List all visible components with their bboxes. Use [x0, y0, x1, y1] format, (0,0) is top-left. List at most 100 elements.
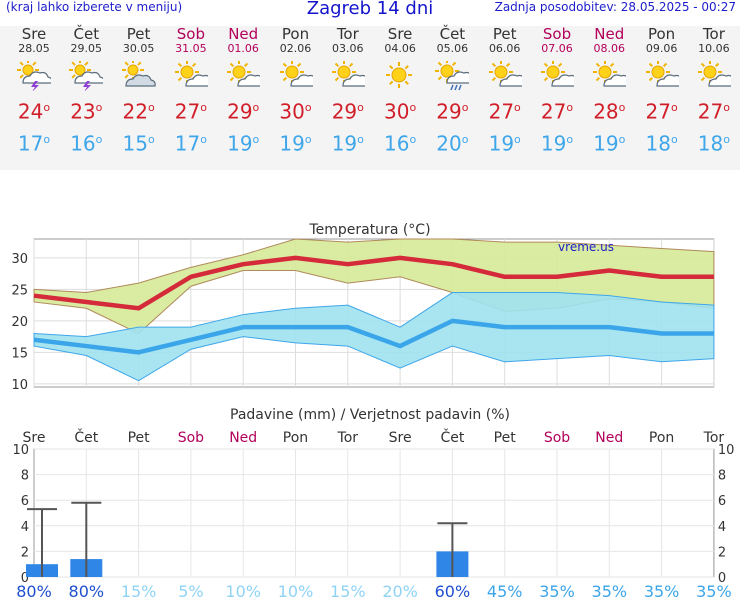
day-date: 05.06: [436, 42, 469, 55]
day-name: Pet: [126, 25, 151, 43]
temp-max-value: 29: [227, 99, 253, 124]
sun-cloud-icon: [174, 61, 208, 87]
daily-forecast-strip: Sre 28.05 24o 17o Čet 29.05 23o 16o Pet 30.05 22o 1…: [0, 26, 740, 170]
temp-min-value: 19: [488, 131, 515, 156]
page-title: Zagreb 14 dni: [306, 0, 434, 19]
temp-max-value: 30: [279, 99, 305, 124]
y-tick-label-right: 6: [718, 494, 726, 509]
x-tick-label: Pet: [494, 430, 517, 446]
temp-min-value: 18: [697, 131, 724, 156]
temp-min: 17o: [17, 131, 51, 156]
day-column: Sob 07.06 27o 19o: [531, 26, 583, 154]
temperature-chart: Temperatura (°C) 10 15 20 25 30 vreme.us: [11, 222, 715, 393]
day-name: Tor: [336, 25, 359, 43]
temp-max: 29o: [436, 99, 469, 124]
y-tick-label: 4: [21, 520, 29, 535]
day-date: 06.06: [488, 42, 521, 55]
sun-icon: [386, 62, 413, 88]
temp-max: 27o: [645, 99, 678, 124]
temp-max-value: 29: [436, 99, 462, 124]
day-date: 31.05: [175, 42, 207, 55]
chart-title: Padavine (mm) / Verjetnost padavin (%): [230, 407, 510, 423]
y-tick-label: 30: [11, 252, 28, 267]
temp-min-value: 19: [331, 131, 358, 156]
sun-cloud-icon: [697, 61, 731, 87]
day-column: Pet 30.05 22o 15o: [113, 26, 165, 154]
chart-watermark: vreme.us: [558, 240, 614, 254]
sun-cloud-icon: [331, 61, 365, 87]
sun-cloud-icon: [227, 61, 261, 87]
temp-max: 22o: [122, 99, 155, 124]
day-name: Ned: [228, 25, 259, 43]
temp-max-value: 27: [488, 99, 515, 124]
y-tick-label: 25: [11, 283, 28, 298]
temp-min-value: 16: [384, 131, 410, 156]
day-date: 30.05: [122, 42, 155, 55]
day-column: Ned 08.06 28o 19o: [583, 26, 635, 154]
sun-cloud-icon: [593, 61, 627, 87]
temp-min: 15o: [122, 131, 155, 156]
temp-max: 30o: [279, 99, 312, 124]
day-date: 01.06: [227, 42, 259, 55]
day-name: Čet: [439, 25, 466, 43]
x-tick-label: Ned: [595, 430, 623, 446]
day-name: Sob: [176, 25, 205, 43]
day-column: Tor 03.06 29o 19o: [322, 26, 374, 154]
min-temp-line: [33, 318, 714, 355]
day-name: Pon: [281, 25, 310, 43]
x-tick-label: Sre: [23, 430, 46, 446]
temp-max-value: 30: [384, 99, 410, 124]
temp-min: 16o: [384, 131, 417, 156]
sun-cloud-icon: [488, 61, 522, 87]
precip-probability: 80%: [69, 582, 105, 600]
temp-max: 23o: [70, 99, 103, 124]
temp-min: 16o: [70, 131, 103, 156]
day-column: Pon 02.06 30o 19o: [270, 26, 322, 154]
temp-min: 19o: [488, 131, 521, 156]
day-date: 09.06: [645, 42, 678, 55]
y-tick-label-right: 10: [718, 443, 735, 458]
chart-title: Temperatura (°C): [308, 222, 430, 238]
day-column: Čet 05.06 29o 20o: [426, 26, 478, 154]
temp-min: 19o: [227, 131, 260, 156]
temp-min: 18o: [697, 131, 730, 156]
sun-cloud-icon: [541, 61, 574, 87]
temp-min-value: 17: [17, 131, 44, 156]
day-column: Pon 09.06 27o 18o: [636, 26, 688, 154]
y-tick-label: 2: [21, 545, 29, 560]
day-name: Ned: [594, 25, 625, 43]
temp-min: 19o: [279, 131, 312, 156]
temp-max: 24o: [17, 99, 51, 124]
x-tick-label: Tor: [337, 430, 359, 446]
temp-min-value: 19: [279, 131, 305, 156]
location-menu-hint[interactable]: (kraj lahko izberete v meniju): [6, 0, 183, 14]
day-column: Ned 01.06 29o 19o: [217, 26, 269, 154]
sun-rain-icon: [435, 61, 470, 91]
day-name: Sre: [387, 25, 413, 43]
y-tick-label: 20: [11, 315, 28, 330]
temp-max: 27o: [540, 99, 574, 124]
day-date: 08.06: [593, 42, 626, 55]
precip-probability: 20%: [382, 582, 418, 600]
x-tick-label: Sob: [178, 430, 204, 446]
y-tick-label: 10: [11, 378, 28, 393]
day-column: Sre 04.06 30o 16o: [374, 25, 426, 156]
y-tick-label: 10: [12, 443, 29, 458]
temp-min-value: 19: [227, 131, 253, 156]
temp-min: 19o: [331, 131, 364, 156]
day-column: Tor 10.06 27o 18o: [688, 26, 740, 154]
x-tick-label: Pet: [128, 430, 151, 446]
temp-min: 20o: [436, 131, 469, 156]
precip-probability: 35%: [539, 582, 575, 600]
y-tick-label: 8: [21, 469, 29, 484]
temp-min-value: 18: [645, 131, 671, 156]
header: (kraj lahko izberete v meniju) Zagreb 14…: [0, 0, 740, 22]
day-date: 07.06: [541, 42, 573, 55]
x-tick-label: Ned: [229, 430, 257, 446]
temp-max: 28o: [593, 99, 626, 124]
temp-max-value: 23: [70, 99, 96, 124]
y-tick-label-right: 4: [718, 520, 726, 535]
cloudy-icon: [121, 61, 156, 87]
temp-max-value: 27: [174, 99, 201, 124]
temp-max-value: 28: [593, 99, 619, 124]
